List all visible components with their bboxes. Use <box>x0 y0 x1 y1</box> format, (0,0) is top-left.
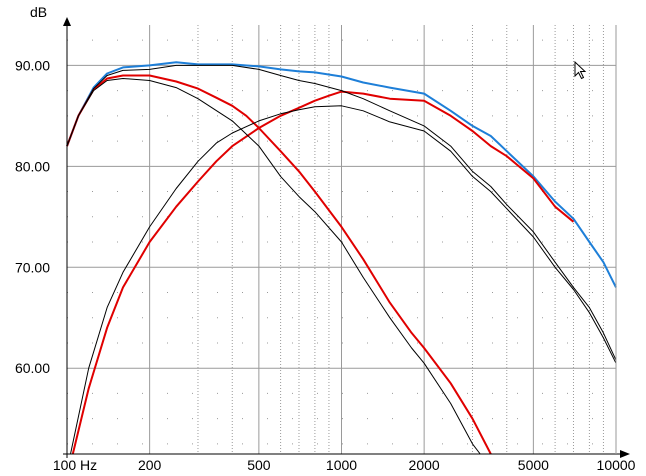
series-line-2 <box>66 74 492 455</box>
y-tick-label: 70.00 <box>15 259 50 275</box>
x-tick-label: 10000 <box>597 457 636 473</box>
x-tick-label: 5000 <box>518 457 549 473</box>
series-line-1 <box>66 61 617 288</box>
y-tick-label: 60.00 <box>15 360 50 376</box>
series-line-6 <box>66 64 617 361</box>
x-tick-label: 2000 <box>409 457 440 473</box>
x-tick-label: 200 <box>138 457 162 473</box>
series-line-5 <box>70 105 617 455</box>
arrow-cursor-icon <box>574 60 587 80</box>
y-axis-arrow-icon <box>63 17 71 26</box>
series-line-3 <box>71 90 575 455</box>
x-tick-label: 500 <box>247 457 271 473</box>
tick-labels: 100 Hz 200 500 1000 2000 5000 10000 60.00 70.00 8… <box>15 57 636 473</box>
y-axis-unit-label: dB <box>30 4 47 20</box>
grid <box>67 25 616 454</box>
y-tick-label: 80.00 <box>15 158 50 174</box>
series-group <box>66 61 617 455</box>
x-tick-label: 1000 <box>326 457 357 473</box>
axes <box>63 17 630 458</box>
x-tick-label: 100 Hz <box>53 457 97 473</box>
y-tick-label: 90.00 <box>15 57 50 73</box>
x-axis-arrow-icon <box>620 450 630 458</box>
series-line-4 <box>66 78 481 455</box>
